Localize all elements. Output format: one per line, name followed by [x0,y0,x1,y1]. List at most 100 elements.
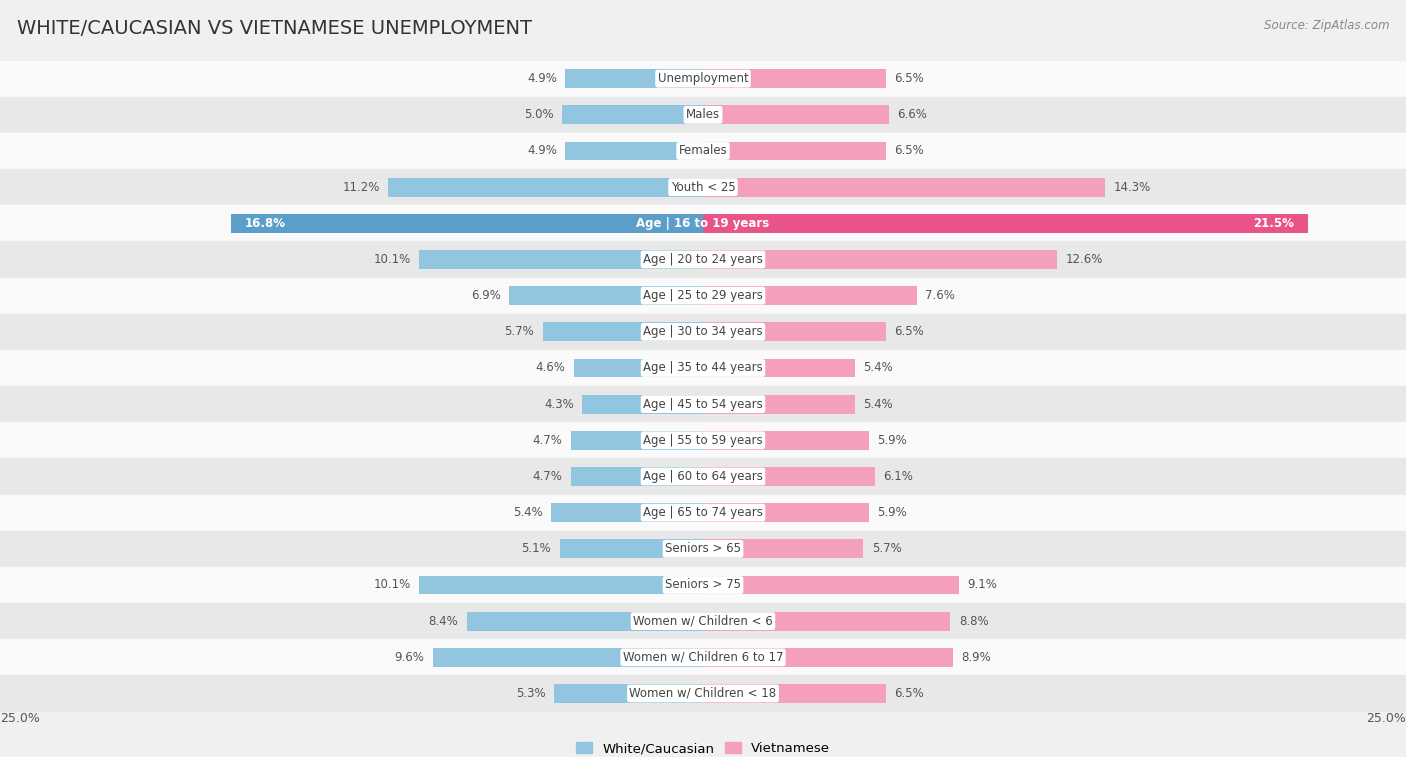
Bar [433,648,703,667]
Bar [582,394,703,413]
Bar [0,278,1406,313]
Text: 5.1%: 5.1% [522,542,551,556]
Bar [0,61,1406,97]
Bar [0,531,1406,567]
Text: 14.3%: 14.3% [1114,181,1150,194]
Bar [0,422,1406,459]
Text: 5.7%: 5.7% [872,542,901,556]
Text: 8.4%: 8.4% [429,615,458,628]
Text: 5.4%: 5.4% [863,362,893,375]
Text: Males: Males [686,108,720,121]
Text: 6.5%: 6.5% [894,687,924,700]
Text: 9.6%: 9.6% [395,651,425,664]
Text: 4.7%: 4.7% [533,470,562,483]
Bar [0,639,1406,675]
Text: 6.9%: 6.9% [471,289,501,302]
Text: 9.1%: 9.1% [967,578,997,591]
Bar [703,105,889,124]
Bar [0,675,1406,712]
Text: Women w/ Children < 6: Women w/ Children < 6 [633,615,773,628]
Text: 5.4%: 5.4% [863,397,893,410]
Bar [0,386,1406,422]
Bar [0,169,1406,205]
Bar [560,540,703,558]
Bar [703,684,886,703]
Text: 8.8%: 8.8% [959,615,988,628]
Bar [703,214,1308,232]
Bar [0,603,1406,639]
Bar [703,394,855,413]
Text: 5.0%: 5.0% [524,108,554,121]
Bar [703,467,875,486]
Bar [562,105,703,124]
Legend: White/Caucasian, Vietnamese: White/Caucasian, Vietnamese [571,737,835,757]
Bar [554,684,703,703]
Text: Age | 55 to 59 years: Age | 55 to 59 years [643,434,763,447]
Text: 6.5%: 6.5% [894,72,924,85]
Text: Unemployment: Unemployment [658,72,748,85]
Text: 5.9%: 5.9% [877,434,907,447]
Bar [419,250,703,269]
Text: 6.1%: 6.1% [883,470,912,483]
Text: 11.2%: 11.2% [342,181,380,194]
Bar [0,313,1406,350]
Text: 16.8%: 16.8% [245,217,285,230]
Bar [231,214,703,232]
Text: Age | 16 to 19 years: Age | 16 to 19 years [637,217,769,230]
Text: 6.6%: 6.6% [897,108,927,121]
Text: 4.3%: 4.3% [544,397,574,410]
Text: 4.9%: 4.9% [527,72,557,85]
Text: 10.1%: 10.1% [374,578,411,591]
Text: Age | 60 to 64 years: Age | 60 to 64 years [643,470,763,483]
Text: Source: ZipAtlas.com: Source: ZipAtlas.com [1264,19,1389,32]
Bar [703,431,869,450]
Text: 10.1%: 10.1% [374,253,411,266]
Bar [703,359,855,378]
Bar [574,359,703,378]
Bar [703,540,863,558]
Text: 5.9%: 5.9% [877,506,907,519]
Bar [0,205,1406,241]
Bar [467,612,703,631]
Text: 6.5%: 6.5% [894,145,924,157]
Bar [565,142,703,160]
Text: Seniors > 75: Seniors > 75 [665,578,741,591]
Text: 25.0%: 25.0% [0,712,39,724]
Bar [0,567,1406,603]
Bar [509,286,703,305]
Bar [0,459,1406,494]
Text: 21.5%: 21.5% [1253,217,1294,230]
Bar [703,648,953,667]
Text: Females: Females [679,145,727,157]
Bar [703,286,917,305]
Text: 4.7%: 4.7% [533,434,562,447]
Text: 25.0%: 25.0% [1367,712,1406,724]
Text: 4.6%: 4.6% [536,362,565,375]
Text: 7.6%: 7.6% [925,289,955,302]
Text: 6.5%: 6.5% [894,326,924,338]
Bar [703,142,886,160]
Text: Women w/ Children 6 to 17: Women w/ Children 6 to 17 [623,651,783,664]
Bar [0,350,1406,386]
Text: Age | 25 to 29 years: Age | 25 to 29 years [643,289,763,302]
Bar [0,97,1406,133]
Bar [703,575,959,594]
Bar [703,322,886,341]
Bar [543,322,703,341]
Text: Women w/ Children < 18: Women w/ Children < 18 [630,687,776,700]
Text: Seniors > 65: Seniors > 65 [665,542,741,556]
Bar [551,503,703,522]
Bar [419,575,703,594]
Bar [703,503,869,522]
Text: 8.9%: 8.9% [962,651,991,664]
Text: 5.3%: 5.3% [516,687,546,700]
Text: Age | 65 to 74 years: Age | 65 to 74 years [643,506,763,519]
Bar [388,178,703,197]
Text: Age | 45 to 54 years: Age | 45 to 54 years [643,397,763,410]
Bar [571,431,703,450]
Bar [565,69,703,88]
Bar [0,241,1406,278]
Bar [703,250,1057,269]
Bar [703,69,886,88]
Bar [703,612,950,631]
